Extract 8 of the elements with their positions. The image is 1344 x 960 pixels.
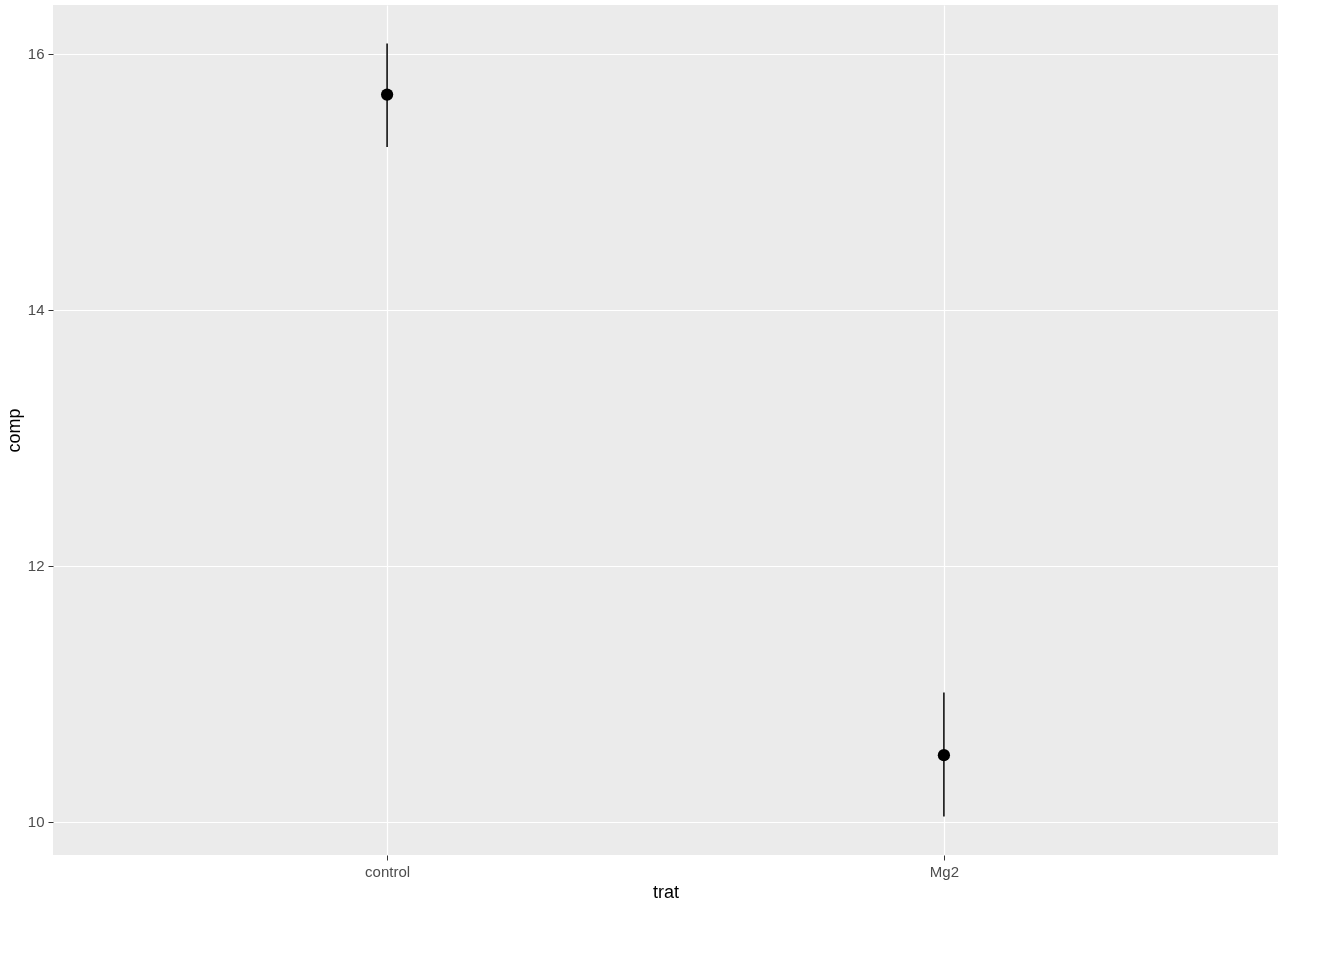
y-tick-label: 16 <box>27 45 45 63</box>
y-tick-label: 12 <box>27 557 45 575</box>
y-axis-title: comp <box>3 408 24 453</box>
x-axis-title: trat <box>652 881 680 902</box>
y-tick-label: 14 <box>27 301 45 319</box>
y-tick-label: 10 <box>27 813 45 831</box>
x-tick-label: Mg2 <box>929 862 959 880</box>
x-tick-label: control <box>365 862 411 880</box>
